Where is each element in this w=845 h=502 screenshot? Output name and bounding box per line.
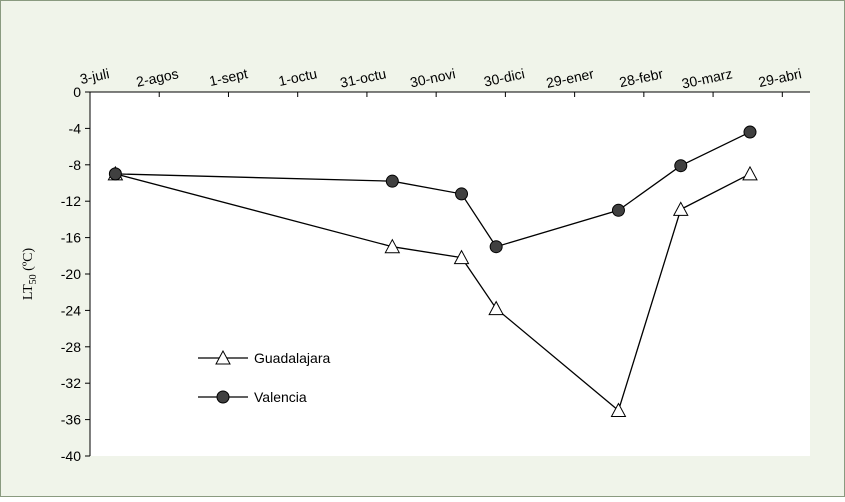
y-label-text: LT <box>21 284 36 300</box>
y-tick-label: -20 <box>61 266 81 282</box>
triangle-marker <box>610 402 627 417</box>
y-tick-label: -32 <box>61 375 81 391</box>
legend-label: Valencia <box>254 389 307 405</box>
y-tick-label: -12 <box>61 193 81 209</box>
y-tick-label: -28 <box>61 339 81 355</box>
x-tick-label: 1-sept <box>208 65 249 89</box>
y-label-subscript: 50 <box>28 274 39 284</box>
circle-marker <box>674 159 688 173</box>
legend-marker <box>216 390 230 404</box>
circle-marker <box>455 187 469 201</box>
y-tick-label: -36 <box>61 412 81 428</box>
y-tick-label: -40 <box>61 448 81 464</box>
y-label-suffix: (ºC) <box>21 248 36 275</box>
y-tick-label: -24 <box>61 302 81 318</box>
legend-marker <box>215 349 231 365</box>
y-axis-title: LT50 (ºC) <box>21 248 39 301</box>
triangle-marker <box>742 165 758 181</box>
plot-area <box>90 92 810 456</box>
y-tick-label: -16 <box>61 230 81 246</box>
legend-label: Guadalajara <box>254 350 330 366</box>
circle-marker <box>108 167 122 181</box>
circle-marker <box>743 125 757 139</box>
circle-marker <box>489 240 503 254</box>
x-tick-label: 1-octu <box>277 65 318 89</box>
x-tick-label: 3-juli <box>78 65 110 87</box>
triangle-marker <box>672 201 689 216</box>
triangle-marker <box>384 238 401 254</box>
y-tick-label: -4 <box>69 120 82 136</box>
y-tick-label: 0 <box>73 84 81 100</box>
circle-marker <box>611 203 625 217</box>
y-tick-label: -8 <box>69 157 82 173</box>
triangle-marker <box>453 249 470 265</box>
circle-marker <box>385 174 399 188</box>
triangle-marker <box>488 300 504 316</box>
